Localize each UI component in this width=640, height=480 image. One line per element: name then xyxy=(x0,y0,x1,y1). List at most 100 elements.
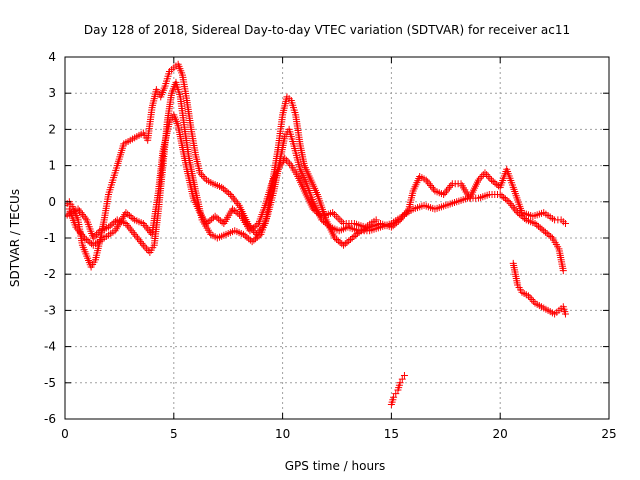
data-point xyxy=(400,372,408,380)
data-point xyxy=(110,219,118,227)
grid xyxy=(65,57,609,419)
data-point xyxy=(331,234,339,242)
data-point xyxy=(545,231,553,239)
data-point xyxy=(486,174,494,182)
data-point xyxy=(139,220,147,228)
data-point xyxy=(493,180,501,188)
data-point xyxy=(72,223,80,231)
data-point xyxy=(398,375,406,383)
data-point xyxy=(323,220,331,228)
data-point xyxy=(524,292,532,300)
y-tick-labels: -6 -5 -4 -3 -2 -1 0 1 2 3 4 xyxy=(44,50,56,426)
data-point xyxy=(445,183,453,191)
data-point xyxy=(559,267,567,275)
data-markers xyxy=(65,60,569,409)
data-point xyxy=(511,205,519,213)
data-point xyxy=(142,223,150,231)
data-point xyxy=(245,221,253,229)
data-point xyxy=(515,210,523,218)
data-point xyxy=(346,235,354,243)
data-point xyxy=(246,227,254,235)
x-tick-labels: 0 5 10 15 20 25 xyxy=(61,427,616,441)
data-point xyxy=(343,238,351,246)
data-point xyxy=(348,234,356,242)
data-point xyxy=(334,214,342,222)
data-point xyxy=(543,230,551,238)
data-point xyxy=(144,225,152,233)
data-point xyxy=(330,210,338,218)
data-point xyxy=(336,238,344,246)
data-point xyxy=(198,171,206,179)
data-point xyxy=(136,238,144,246)
data-point xyxy=(248,238,256,246)
data-point xyxy=(108,220,116,228)
chart-title: Day 128 of 2018, Sidereal Day-to-day VTE… xyxy=(84,23,570,37)
data-point xyxy=(284,158,292,166)
data-point xyxy=(390,393,398,401)
data-point xyxy=(78,210,86,218)
y-tick-label: -5 xyxy=(44,376,56,390)
data-point xyxy=(350,233,358,241)
data-point xyxy=(474,176,482,184)
data-point xyxy=(309,205,317,213)
y-tick-label: 2 xyxy=(48,122,56,136)
data-point xyxy=(336,216,344,224)
data-point xyxy=(199,172,207,180)
data-point xyxy=(286,160,294,168)
data-point xyxy=(243,233,251,241)
data-point xyxy=(125,212,133,220)
data-point xyxy=(428,183,436,191)
x-tick-label: 5 xyxy=(170,427,178,441)
data-point xyxy=(508,201,516,209)
data-point xyxy=(427,182,435,190)
data-point xyxy=(500,193,508,201)
y-tick-label: -6 xyxy=(44,412,56,426)
data-point xyxy=(78,230,86,238)
data-point xyxy=(125,223,133,231)
data-point xyxy=(245,235,253,243)
y-tick-label: 4 xyxy=(48,50,56,64)
y-tick-label: -1 xyxy=(44,231,56,245)
data-point xyxy=(372,216,380,224)
data-point xyxy=(541,228,549,236)
data-point xyxy=(232,208,240,216)
data-point xyxy=(228,192,236,200)
data-point xyxy=(509,203,517,211)
data-point xyxy=(251,222,259,230)
data-point xyxy=(236,211,244,219)
data-point xyxy=(396,379,404,387)
data-point xyxy=(135,236,143,244)
data-point xyxy=(218,218,226,226)
y-tick-label: 0 xyxy=(48,195,56,209)
y-tick-label: 1 xyxy=(48,159,56,173)
data-point xyxy=(229,205,237,213)
data-point xyxy=(538,225,546,233)
data-point xyxy=(512,207,520,215)
data-point xyxy=(213,214,221,222)
data-point xyxy=(239,230,247,238)
data-point xyxy=(491,179,499,187)
data-point xyxy=(503,196,511,204)
data-point xyxy=(517,212,525,220)
y-tick-label: -4 xyxy=(44,340,56,354)
data-point xyxy=(218,183,226,191)
tick-marks xyxy=(64,56,610,420)
data-point xyxy=(447,182,455,190)
data-point xyxy=(529,297,537,305)
y-axis-label: SDTVAR / TECUs xyxy=(8,189,22,287)
data-point xyxy=(484,172,492,180)
data-point xyxy=(352,231,360,239)
data-point xyxy=(202,220,210,228)
data-point xyxy=(122,220,130,228)
data-point xyxy=(422,176,430,184)
data-point xyxy=(506,200,514,208)
data-point xyxy=(225,189,233,197)
data-point xyxy=(533,221,541,229)
data-point xyxy=(123,221,131,229)
data-point xyxy=(528,296,536,304)
data-point xyxy=(531,220,539,228)
data-point xyxy=(80,212,88,220)
data-point xyxy=(206,217,214,225)
data-point xyxy=(332,212,340,220)
